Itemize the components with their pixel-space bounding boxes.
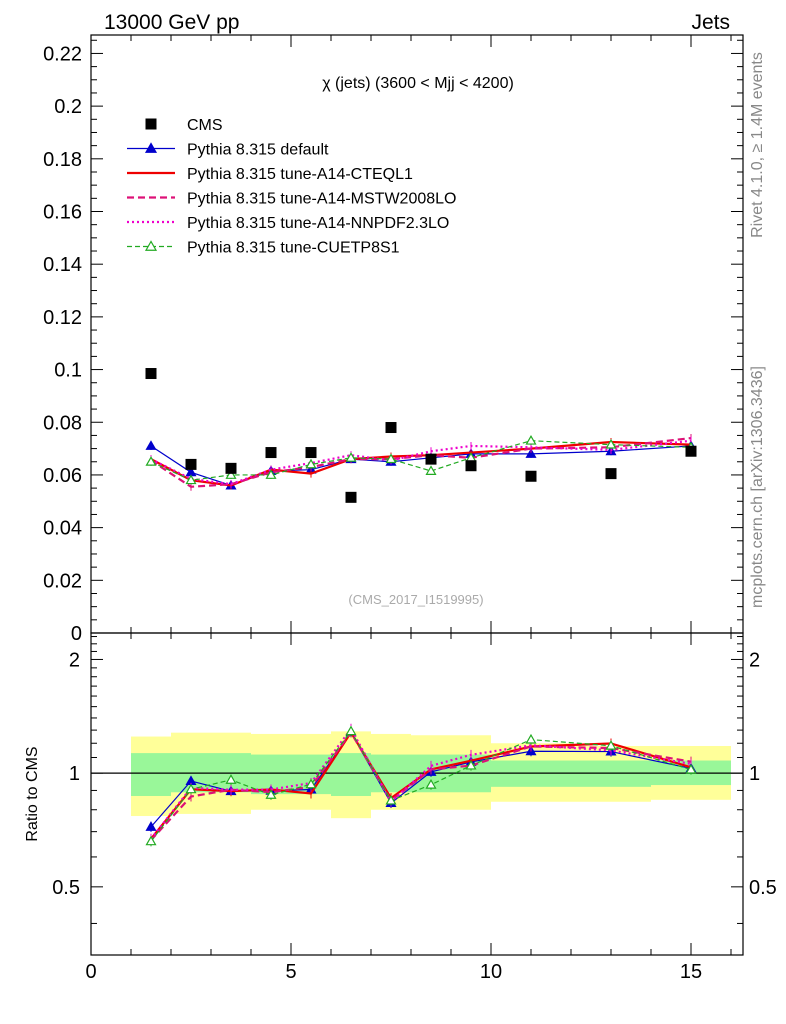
cms-data-point [425,453,437,465]
series-line-pythia-8-315-tune-cuetp8s1 [150,440,692,481]
axes-ticks: 0 5 10 15 0 0.02 0.04 0.06 0.08 0.1 0.12 0.14 0.16 0.… [43,35,777,983]
x-tick-label: 15 [680,961,702,983]
cms-data-point [385,422,397,434]
y-tick-label: 0.14 [43,254,82,276]
ratio-point-pythia-8-315-default [145,821,157,831]
series-point-pythia-8-315-default [525,448,537,458]
y-tick-label: 0.2 [54,96,82,118]
x-tick-label: 10 [480,961,502,983]
series-point-pythia-8-315-tune-cuetp8s1 [385,453,397,464]
y-tick-label: 0.08 [43,412,82,434]
ratio-point-pythia-8-315-tune-cuetp8s1 [385,794,397,805]
ratio-tick-label-right: 2 [749,649,760,671]
series-point-pythia-8-315-tune-cuetp8s1 [605,438,617,449]
series-line-pythia-8-315-tune-a14-mstw2008lo [150,436,692,488]
cms-data-point [145,368,157,380]
cms-data-point [265,447,277,459]
cms-data-point [345,491,357,503]
ratio-tick-label-left: 1 [69,763,80,785]
ratio-point-pythia-8-315-tune-cuetp8s1 [685,763,697,774]
ratio-tick-label-left: 2 [69,649,80,671]
y-tick-label: 0.12 [43,307,82,329]
ratio-point-pythia-8-315-tune-cuetp8s1 [425,779,437,789]
ratio-line-pythia-8-315-tune-cuetp8s1 [150,730,692,842]
header-left: 13000 GeV pp [104,11,239,34]
cms-data-point [605,468,617,480]
ratio-point-pythia-8-315-tune-cuetp8s1 [345,725,357,736]
y-tick-label: 0.22 [43,43,82,65]
cms-data-point [185,458,197,470]
legend-label: Pythia 8.315 default [187,142,329,159]
series-point-pythia-8-315-tune-cuetp8s1 [525,434,537,445]
x-tick-label: 0 [85,961,96,983]
ratio-tick-label-right: 0.5 [749,877,777,899]
mcplots-label: mcplots.cern.ch [arXiv:1306.3436] [749,366,766,608]
y-tick-label: 0.1 [54,360,82,382]
y-tick-label: 0.16 [43,202,82,224]
y-tick-label: 0.06 [43,465,82,487]
rivet-version-label: Rivet 4.1.0, ≥ 1.4M events [749,52,766,238]
ratio-point-pythia-8-315-tune-cuetp8s1 [225,774,237,784]
legend-marker [144,240,158,251]
chart-title: χ (jets) (3600 < Mjj < 4200) [322,75,514,92]
ratio-tick-label-right: 1 [749,763,760,785]
legend-label: Pythia 8.315 tune-A14-MSTW2008LO [187,191,456,208]
legend-marker [144,142,158,153]
series-point-pythia-8-315-tune-cuetp8s1 [185,474,197,485]
ratio-ylabel: Ratio to CMS [24,746,41,841]
y-tick-label: 0.18 [43,149,82,171]
ratio-point-pythia-8-315-tune-cuetp8s1 [265,789,277,799]
ratio-point-pythia-8-315-tune-cuetp8s1 [465,759,477,770]
ratio-point-pythia-8-315-tune-cuetp8s1 [605,740,617,750]
cms-data-point [525,470,537,482]
ratio-uncertainty-bands [91,731,743,819]
band-inner [331,753,371,796]
legend-label: Pythia 8.315 tune-CUETP8S1 [187,240,400,257]
ratio-panel-frame [90,632,744,956]
ratio-point-pythia-8-315-tune-cuetp8s1 [305,778,317,789]
series-point-pythia-8-315-tune-cuetp8s1 [425,465,437,475]
y-tick-label: 0.02 [43,570,82,592]
cms-data-point [685,445,697,457]
ratio-point-pythia-8-315-tune-cuetp8s1 [145,835,157,846]
mc-series [145,434,697,847]
cms-data-point [305,447,317,459]
band-inner [131,753,171,796]
series-point-pythia-8-315-default [145,440,157,450]
series-line-pythia-8-315-default [150,445,692,487]
legend-label: Pythia 8.315 tune-A14-CTEQL1 [187,166,413,183]
cms-data-point [225,462,237,474]
y-tick-label: 0.04 [43,518,82,540]
series-point-pythia-8-315-tune-cuetp8s1 [145,456,157,466]
ratio-point-pythia-8-315-tune-cuetp8s1 [185,783,197,794]
cms-data-point [465,460,477,472]
series-point-pythia-8-315-tune-cuetp8s1 [305,458,317,469]
ratio-point-pythia-8-315-tune-cuetp8s1 [525,733,537,744]
header-right: Jets [691,11,730,34]
ratio-tick-label-left: 0.5 [52,877,80,899]
legend: CMS Pythia 8.315 default Pythia 8.315 tune… [127,117,456,257]
series-point-pythia-8-315-tune-cuetp8s1 [345,452,357,462]
analysis-watermark: (CMS_2017_I1519995) [348,592,483,607]
y-tick-label: 0 [71,623,82,645]
series-point-pythia-8-315-tune-cuetp8s1 [265,469,277,479]
x-tick-label: 5 [285,961,296,983]
cms-data-points [145,368,697,503]
ratio-line-pythia-8-315-tune-a14-nnpdf2-3lo [150,726,692,840]
legend-label: Pythia 8.315 tune-A14-NNPDF2.3LO [187,215,449,232]
legend-cms-label: CMS [187,117,223,134]
legend-cms-marker [145,118,157,130]
series-point-pythia-8-315-tune-cuetp8s1 [225,469,237,479]
